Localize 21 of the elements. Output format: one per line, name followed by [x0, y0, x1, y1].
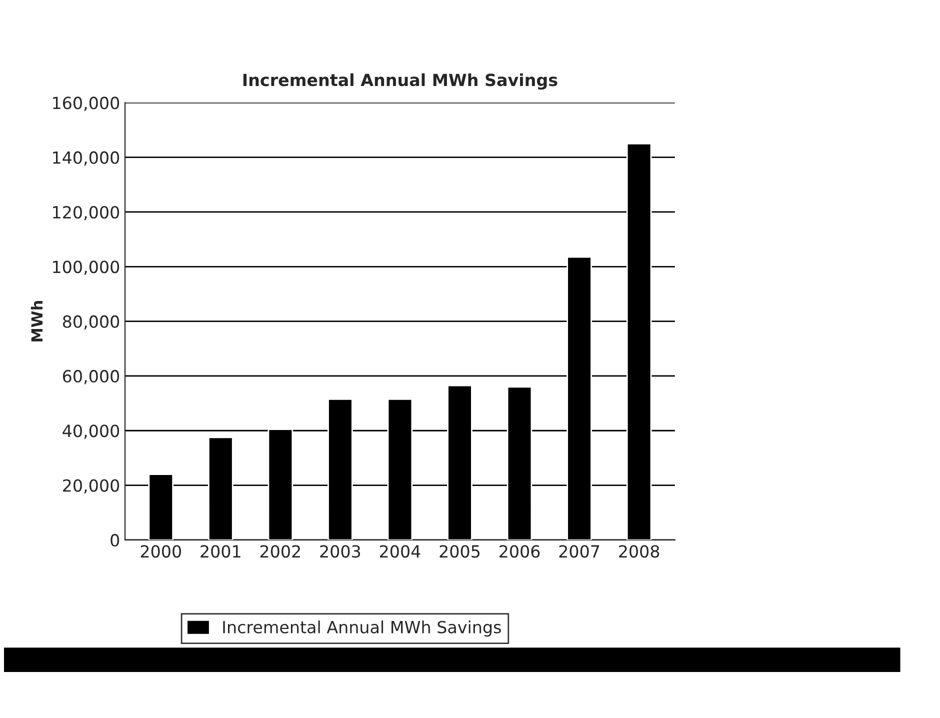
x-tick-label: 2000	[140, 545, 181, 558]
y-axis-title: MWh	[30, 301, 43, 342]
x-tick-label: 2005	[440, 545, 480, 558]
x-tick-label: 2002	[260, 545, 300, 558]
legend-label: Incremental Annual MWh Savings	[223, 620, 501, 637]
y-tick-label: 0	[110, 534, 120, 547]
y-tick-label: 160,000	[53, 96, 120, 111]
x-tick-label: 2003	[320, 545, 360, 558]
y-tick-label: 20,000	[63, 479, 120, 494]
x-tick-label: 2001	[200, 545, 240, 558]
x-tick-label: 2007	[559, 545, 600, 558]
x-tick-label: 2004	[380, 545, 420, 558]
y-tick-label: 80,000	[62, 315, 120, 330]
x-tick-label: 2008	[619, 545, 660, 558]
y-tick-label: 60,000	[63, 370, 120, 384]
y-tick-label: 100,000	[53, 260, 120, 275]
y-tick-label: 140,000	[53, 151, 120, 166]
x-tick-label: 2006	[500, 545, 540, 558]
y-tick-label: 120,000	[53, 206, 120, 220]
chart-title: Incremental Annual MWh Savings	[243, 73, 558, 90]
y-tick-label: 40,000	[62, 424, 120, 439]
